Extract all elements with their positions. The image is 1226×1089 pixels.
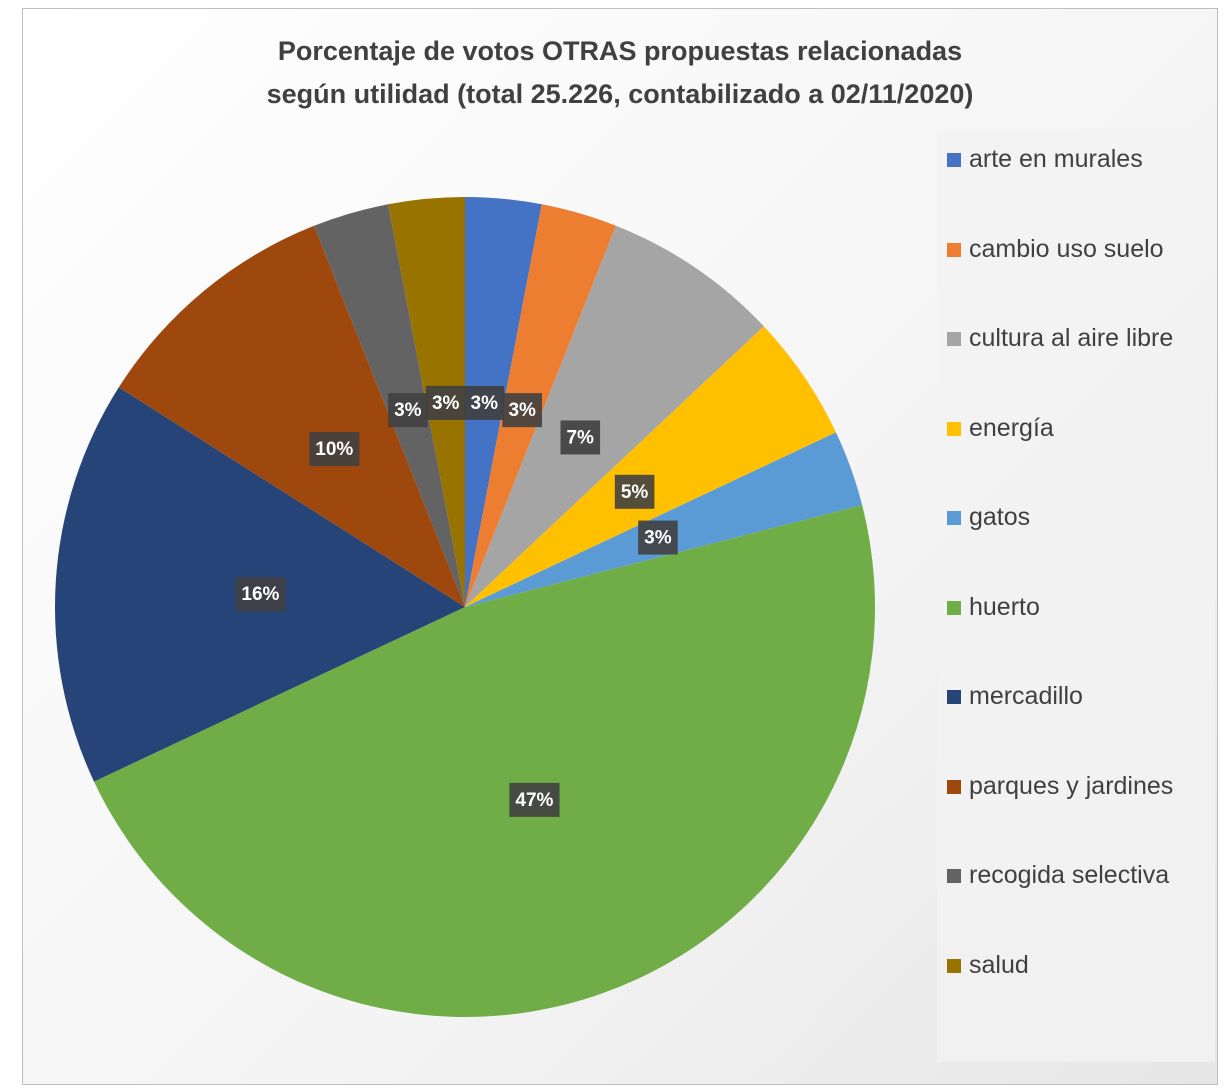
legend-entry: recogida selectiva xyxy=(947,858,1209,892)
legend-entry: energía xyxy=(947,411,1209,445)
data-label-bg xyxy=(638,520,678,555)
data-label: 7% xyxy=(560,420,601,455)
legend-label: cultura al aire libre xyxy=(969,324,1174,352)
data-label-text: 47% xyxy=(515,790,553,811)
chart-title: Porcentaje de votos OTRAS propuestas rel… xyxy=(278,36,962,66)
legend-swatch xyxy=(947,690,961,704)
data-label-text: 3% xyxy=(471,393,499,414)
pie-slice xyxy=(118,225,465,608)
legend-swatch xyxy=(947,153,961,167)
legend-label: recogida selectiva xyxy=(969,861,1170,889)
data-label: 47% xyxy=(509,782,560,817)
legend-entry: arte en murales xyxy=(947,142,1209,176)
legend-entry: cambio uso suelo xyxy=(947,232,1209,266)
data-label-bg xyxy=(502,393,543,428)
legend-swatch xyxy=(947,332,961,346)
legend-entry: cultura al aire libre xyxy=(947,321,1209,355)
data-label-text: 7% xyxy=(566,427,594,448)
data-label-text: 16% xyxy=(241,584,279,605)
data-label: 5% xyxy=(614,474,655,509)
data-label: 3% xyxy=(464,385,505,420)
data-label-bg xyxy=(560,420,601,455)
legend-label: mercadillo xyxy=(969,682,1083,710)
legend-entry: mercadillo xyxy=(947,679,1209,713)
data-label-text: 5% xyxy=(621,482,649,503)
legend-swatch xyxy=(947,421,961,436)
data-label: 16% xyxy=(235,577,286,612)
pie-slice xyxy=(465,432,863,607)
data-label: 3% xyxy=(425,385,466,420)
data-label-text: 3% xyxy=(508,400,536,421)
legend-label: arte en murales xyxy=(969,145,1143,173)
pie-slice xyxy=(94,505,875,1018)
data-label-bg xyxy=(509,782,560,817)
data-label-text: 10% xyxy=(315,439,353,460)
data-label: 3% xyxy=(638,520,678,555)
data-label: 10% xyxy=(309,432,360,467)
legend-entry: huerto xyxy=(947,590,1209,624)
data-label-bg xyxy=(464,385,505,420)
pie-slice xyxy=(465,225,764,608)
data-label-bg xyxy=(309,432,360,467)
legend-swatch xyxy=(947,242,961,257)
legend-swatch xyxy=(947,958,961,973)
legend-entry: parques y jardines xyxy=(947,769,1209,803)
legend-entry: gatos xyxy=(947,500,1209,534)
data-label-bg xyxy=(235,577,286,612)
pie-slice xyxy=(465,326,836,607)
chart-title: según utilidad (total 25.226, contabiliz… xyxy=(267,79,974,109)
data-label: 3% xyxy=(388,393,428,428)
legend-label: cambio uso suelo xyxy=(969,234,1164,263)
legend-entry: salud xyxy=(947,948,1209,982)
data-label-text: 3% xyxy=(644,528,672,549)
data-label: 3% xyxy=(502,393,543,428)
legend-swatch xyxy=(947,869,961,883)
data-label-bg xyxy=(425,385,466,420)
legend-label: parques y jardines xyxy=(969,771,1174,800)
legend-label: gatos xyxy=(969,503,1031,531)
legend-label: huerto xyxy=(969,592,1040,621)
legend-swatch xyxy=(947,511,961,525)
legend-label: salud xyxy=(969,950,1029,979)
data-label-text: 3% xyxy=(432,393,460,414)
legend-swatch xyxy=(947,779,961,794)
data-label-text: 3% xyxy=(394,400,422,421)
legend-swatch xyxy=(947,600,961,615)
data-label-bg xyxy=(388,393,428,428)
data-label-bg xyxy=(614,474,655,509)
legend-label: energía xyxy=(969,413,1054,442)
legend: arte en murales cambio uso suelo cultura a… xyxy=(937,130,1215,1062)
